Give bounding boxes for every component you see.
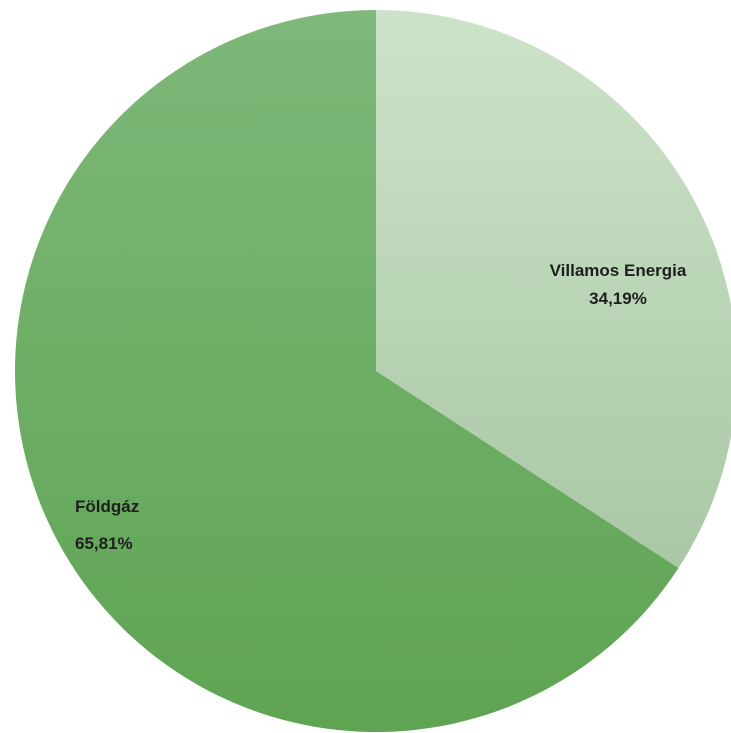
slice-value-villamos-energia: 34,19% xyxy=(589,289,647,308)
pie-slice-foldgaz xyxy=(14,10,679,732)
slice-label-foldgaz: Földgáz xyxy=(75,497,139,516)
slice-value-foldgaz: 65,81% xyxy=(75,534,133,553)
pie-slice-villamos-energia xyxy=(376,10,731,569)
slice-label-villamos-energia: Villamos Energia xyxy=(550,261,687,280)
